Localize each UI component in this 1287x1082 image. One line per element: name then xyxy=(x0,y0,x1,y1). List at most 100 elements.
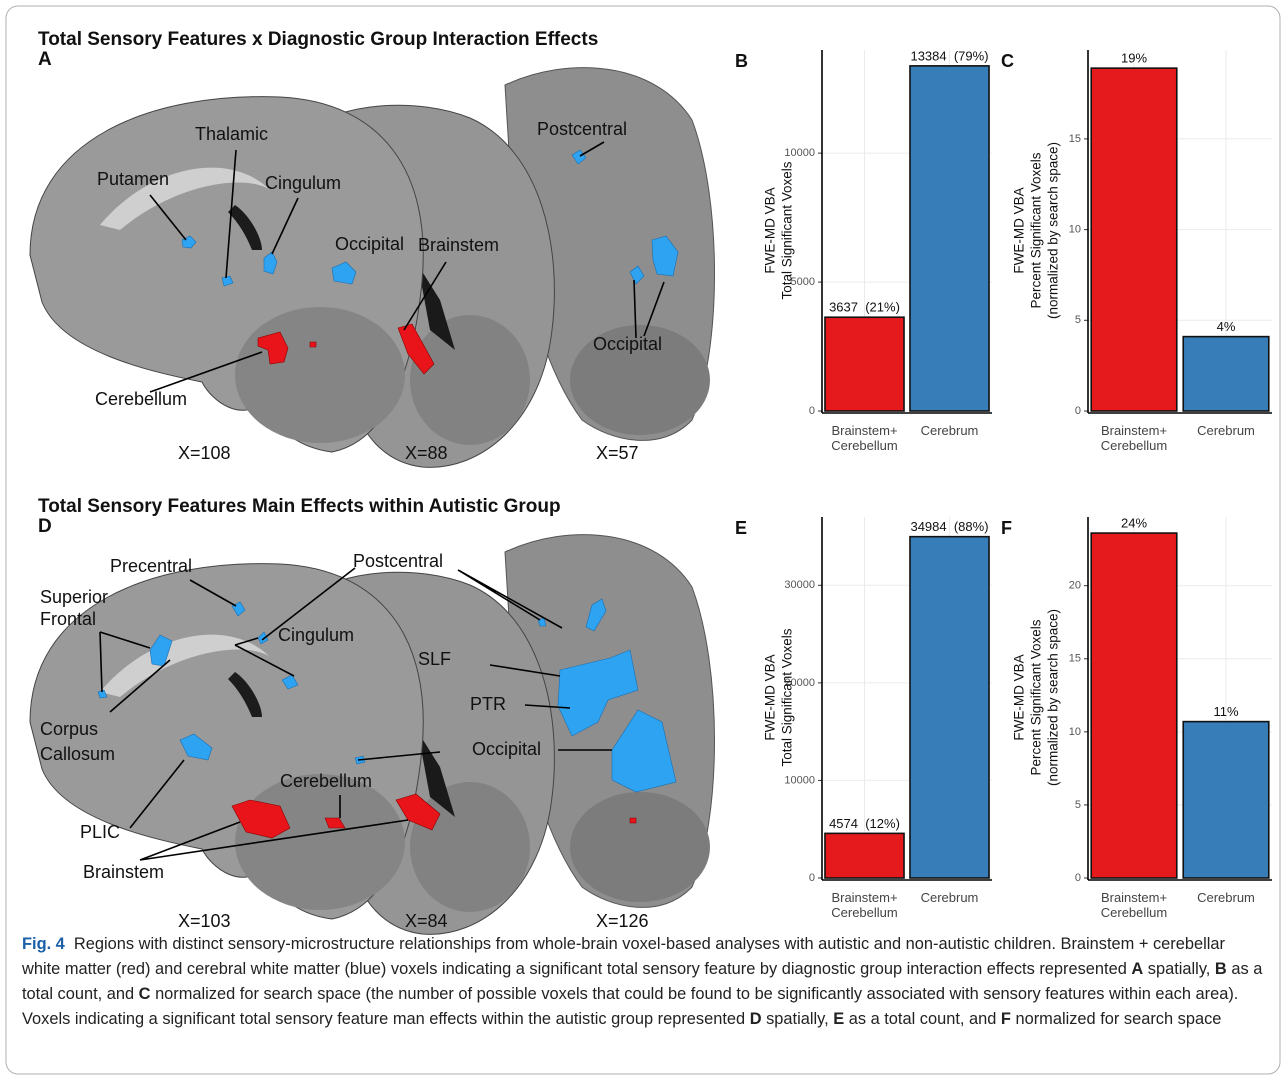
category-label-box: Brainstem+ Cerebellum xyxy=(1086,890,1182,930)
value-label: 24% xyxy=(1121,516,1147,531)
bar xyxy=(825,833,904,878)
y-axis-label: FWE-MD VBA xyxy=(763,187,778,273)
bar xyxy=(1183,337,1269,411)
y-tick-label: 20 xyxy=(1069,580,1081,592)
bar xyxy=(825,317,904,411)
figure: Total Sensory Features x Diagnostic Grou… xyxy=(0,0,1287,1082)
y-tick-label: 10000 xyxy=(784,774,815,786)
region-label: Postcentral xyxy=(537,119,627,139)
bar xyxy=(1091,533,1177,878)
y-axis-label: FWE-MD VBA xyxy=(763,654,778,740)
region-label: Brainstem xyxy=(418,235,499,255)
x-tick-label: Brainstem+ Cerebellum xyxy=(817,423,913,453)
panel-letter: C xyxy=(1001,51,1014,71)
panel-title: Total Sensory Features x Diagnostic Grou… xyxy=(38,29,598,50)
y-tick-label: 15 xyxy=(1069,133,1081,145)
x-tick-label: Cerebrum xyxy=(1178,423,1274,438)
caption-text: spatially, xyxy=(766,1010,829,1028)
slice-label: X=88 xyxy=(405,443,448,463)
bar xyxy=(910,66,989,411)
panel-letter: D xyxy=(38,516,52,537)
y-tick-label: 5 xyxy=(1075,799,1081,811)
panel-letter: A xyxy=(38,49,52,70)
bar xyxy=(1183,722,1269,878)
x-tick-label: Brainstem+ Cerebellum xyxy=(1086,423,1182,453)
caption: Fig. 4 Regions with distinct sensory-mic… xyxy=(22,932,1267,1032)
slice-label: X=108 xyxy=(178,443,231,463)
region-label: Thalamic xyxy=(195,124,268,144)
region-label: Cerebellum xyxy=(280,771,372,791)
region-label: PTR xyxy=(470,694,506,714)
caption-ref: C xyxy=(139,985,151,1003)
x-tick-label: Cerebrum xyxy=(902,423,998,438)
y-tick-label: 10 xyxy=(1069,726,1081,738)
y-tick-label: 0 xyxy=(809,405,815,417)
bar xyxy=(1091,68,1177,411)
y-tick-label: 30000 xyxy=(784,579,815,591)
region-label: Brainstem xyxy=(83,862,164,882)
x-tick-label: Cerebrum xyxy=(902,890,998,905)
caption-text: spatially, xyxy=(1148,960,1211,978)
value-label: 11% xyxy=(1213,704,1238,719)
region-label: SLF xyxy=(418,649,451,669)
region-label: Cingulum xyxy=(265,173,341,193)
caption-ref: E xyxy=(833,1010,844,1028)
region-label: Cerebellum xyxy=(95,389,187,409)
x-tick-label: Brainstem+ Cerebellum xyxy=(1086,890,1182,920)
caption-text: normalized for search space xyxy=(1015,1010,1221,1028)
category-label-box: Cerebrum xyxy=(902,890,998,930)
region-label: Postcentral xyxy=(353,551,443,571)
region-label: Callosum xyxy=(40,744,115,764)
panel-letter: E xyxy=(735,518,747,538)
caption-text: Regions with distinct sensory-microstruc… xyxy=(22,935,1225,978)
y-axis-label: FWE-MD VBA xyxy=(1012,654,1027,740)
y-tick-label: 0 xyxy=(1075,872,1081,884)
region-label: Occipital xyxy=(335,234,404,254)
category-label-box: Cerebrum xyxy=(1178,890,1274,930)
value-label: 19% xyxy=(1121,51,1147,66)
slice-label: X=103 xyxy=(178,911,231,931)
caption-text: as a total count, and xyxy=(849,1010,997,1028)
bar xyxy=(910,537,989,878)
region-label: Occipital xyxy=(472,739,541,759)
caption-ref: F xyxy=(1001,1010,1011,1028)
y-axis-label: FWE-MD VBA xyxy=(1012,187,1027,273)
slice-label: X=126 xyxy=(596,911,649,931)
category-label-box: Cerebrum xyxy=(902,423,998,463)
category-label-box: Brainstem+ Cerebellum xyxy=(817,890,913,930)
category-label-box: Cerebrum xyxy=(1178,423,1274,463)
blob xyxy=(310,342,316,347)
y-axis-label: Total Significant Voxels xyxy=(780,161,795,299)
blob xyxy=(630,818,636,823)
panel-letter: B xyxy=(735,51,748,71)
region-label: Putamen xyxy=(97,169,169,189)
y-tick-label: 10000 xyxy=(784,147,815,159)
slice-label: X=84 xyxy=(405,911,448,931)
x-tick-label: Cerebrum xyxy=(1178,890,1274,905)
y-axis-label: (normalized by search space) xyxy=(1046,142,1061,319)
caption-label: Fig. 4 xyxy=(22,935,65,953)
value-label: 4574 (12%) xyxy=(829,816,900,831)
y-axis-label: Percent Significant Voxels xyxy=(1029,152,1044,308)
x-tick-label: Brainstem+ Cerebellum xyxy=(817,890,913,920)
y-axis-label: (normalized by search space) xyxy=(1046,609,1061,786)
slice-label: X=57 xyxy=(596,443,639,463)
value-label: 13384 (79%) xyxy=(910,48,988,63)
value-label: 34984 (88%) xyxy=(910,519,988,534)
y-tick-label: 0 xyxy=(809,872,815,884)
figure-graphics: Total Sensory Features x Diagnostic Grou… xyxy=(0,0,1287,1082)
value-label: 3637 (21%) xyxy=(829,300,900,315)
y-axis-label: Total Significant Voxels xyxy=(780,628,795,766)
value-label: 4% xyxy=(1217,319,1236,334)
region-label: Precentral xyxy=(110,556,192,576)
y-tick-label: 0 xyxy=(1075,405,1081,417)
region-label: Cingulum xyxy=(278,625,354,645)
y-tick-label: 5 xyxy=(1075,314,1081,326)
region-label: Superior xyxy=(40,587,108,607)
caption-ref: D xyxy=(750,1010,762,1028)
y-tick-label: 10 xyxy=(1069,223,1081,235)
region-label: Frontal xyxy=(40,609,96,629)
y-axis-label: Percent Significant Voxels xyxy=(1029,619,1044,775)
caption-ref: A xyxy=(1131,960,1143,978)
region-label: Occipital xyxy=(593,334,662,354)
